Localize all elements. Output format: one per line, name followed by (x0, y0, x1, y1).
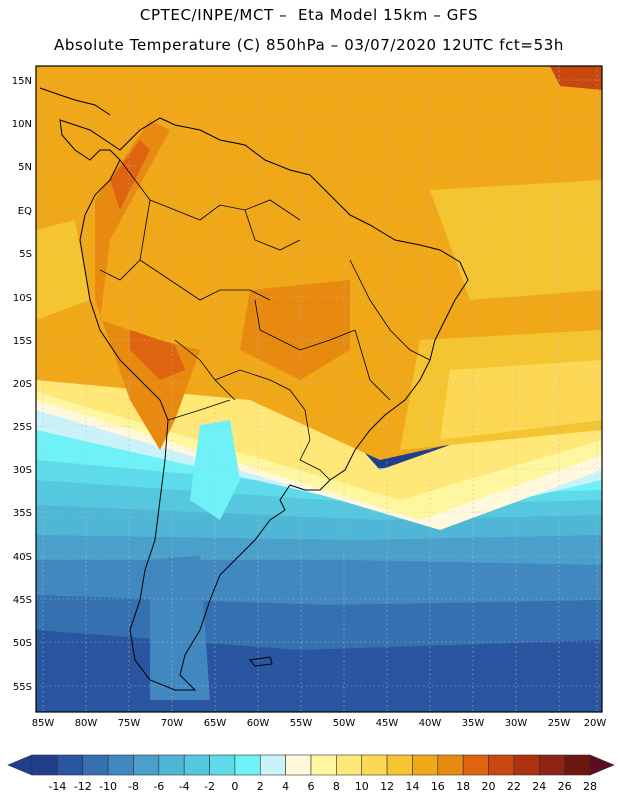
colorbar-swatch (133, 754, 160, 776)
lat-label: 5N (18, 162, 32, 173)
lat-label: 10S (13, 293, 32, 304)
colorbar-swatch (437, 754, 464, 776)
colorbar: -14 -12 -10 -8 -6 -4 -2 0 2 4 6 8 10 12 14 16 18 20 22 24 26… (7, 754, 615, 793)
colorbar-swatch (538, 754, 565, 776)
colorbar-swatch (82, 754, 109, 776)
colorbar-label: 22 (507, 780, 521, 793)
colorbar-arrow-right (589, 754, 615, 776)
lon-label: 80W (75, 718, 98, 729)
lat-label: 55S (13, 682, 32, 693)
colorbar-label: 14 (405, 780, 419, 793)
colorbar-swatch (361, 754, 388, 776)
colorbar-swatch (386, 754, 413, 776)
colorbar-swatch (513, 754, 540, 776)
lon-label: 45W (376, 718, 399, 729)
lat-label: 35S (13, 508, 32, 519)
lon-label: 55W (290, 718, 313, 729)
colorbar-label: 20 (482, 780, 496, 793)
colorbar-label: 10 (355, 780, 369, 793)
colorbar-label: 24 (532, 780, 546, 793)
colorbar-swatch (158, 754, 185, 776)
lon-label: 65W (204, 718, 227, 729)
colorbar-swatch (183, 754, 210, 776)
colorbar-swatch (462, 754, 489, 776)
colorbar-label: 8 (333, 780, 340, 793)
colorbar-swatch (57, 754, 84, 776)
colorbar-label: -8 (128, 780, 139, 793)
lon-label: 70W (161, 718, 184, 729)
colorbar-label: 18 (456, 780, 470, 793)
colorbar-label: 16 (431, 780, 445, 793)
title-line-1: CPTEC/INPE/MCT – Eta Model 15km – GFS (139, 6, 479, 24)
colorbar-label: -4 (179, 780, 190, 793)
lon-label: 50W (333, 718, 356, 729)
colorbar-label: 12 (380, 780, 394, 793)
colorbar-label: -2 (204, 780, 215, 793)
colorbar-swatch (31, 754, 58, 776)
lon-label: 20W (584, 718, 607, 729)
lon-label: 75W (118, 718, 141, 729)
title-line-2: Absolute Temperature (C) 850hPa – 03/07/… (54, 36, 564, 54)
colorbar-label: 4 (282, 780, 289, 793)
colorbar-swatch (107, 754, 134, 776)
temperature-field (36, 66, 602, 712)
country-borders (99, 159, 431, 481)
colorbar-swatch (336, 754, 363, 776)
lat-label: 10N (12, 119, 32, 130)
lat-label: 15S (13, 336, 32, 347)
lon-label: 30W (505, 718, 528, 729)
colorbar-swatch (412, 754, 439, 776)
lon-label: 25W (548, 718, 571, 729)
colorbar-label: 2 (257, 780, 264, 793)
colorbar-swatch (259, 754, 286, 776)
lat-label: 25S (13, 422, 32, 433)
colorbar-swatch (285, 754, 312, 776)
lat-label: EQ (18, 206, 32, 217)
lat-label: 20S (13, 379, 32, 390)
lat-label: 5S (19, 249, 32, 260)
colorbar-label: 28 (583, 780, 597, 793)
colorbar-label: -6 (153, 780, 164, 793)
colorbar-label: 0 (231, 780, 238, 793)
lon-label: 60W (247, 718, 270, 729)
colorbar-swatch (310, 754, 337, 776)
lon-label: 35W (462, 718, 485, 729)
colorbar-swatch (564, 754, 591, 776)
coastline (39, 87, 469, 691)
colorbar-label: -10 (99, 780, 117, 793)
lat-label: 40S (13, 552, 32, 563)
colorbar-label: 6 (308, 780, 315, 793)
lon-label: 85W (32, 718, 55, 729)
colorbar-arrow-left (7, 754, 33, 776)
map-frame (35, 65, 603, 713)
lat-label: 50S (13, 638, 32, 649)
colorbar-swatch (234, 754, 261, 776)
colorbar-label: -12 (74, 780, 92, 793)
lat-label: 30S (13, 465, 32, 476)
colorbar-swatch (488, 754, 515, 776)
longitude-axis: 85W 80W 75W 70W 65W 60W 55W 50W 45W 40W … (32, 718, 607, 729)
latitude-axis: 15N 10N 5N EQ 5S 10S 15S 20S 25S 30S 35S… (12, 76, 32, 693)
lat-label: 15N (12, 76, 32, 87)
lat-label: 45S (13, 595, 32, 606)
colorbar-label: 26 (558, 780, 572, 793)
colorbar-label: -14 (48, 780, 66, 793)
lon-label: 40W (419, 718, 442, 729)
colorbar-swatch (209, 754, 236, 776)
